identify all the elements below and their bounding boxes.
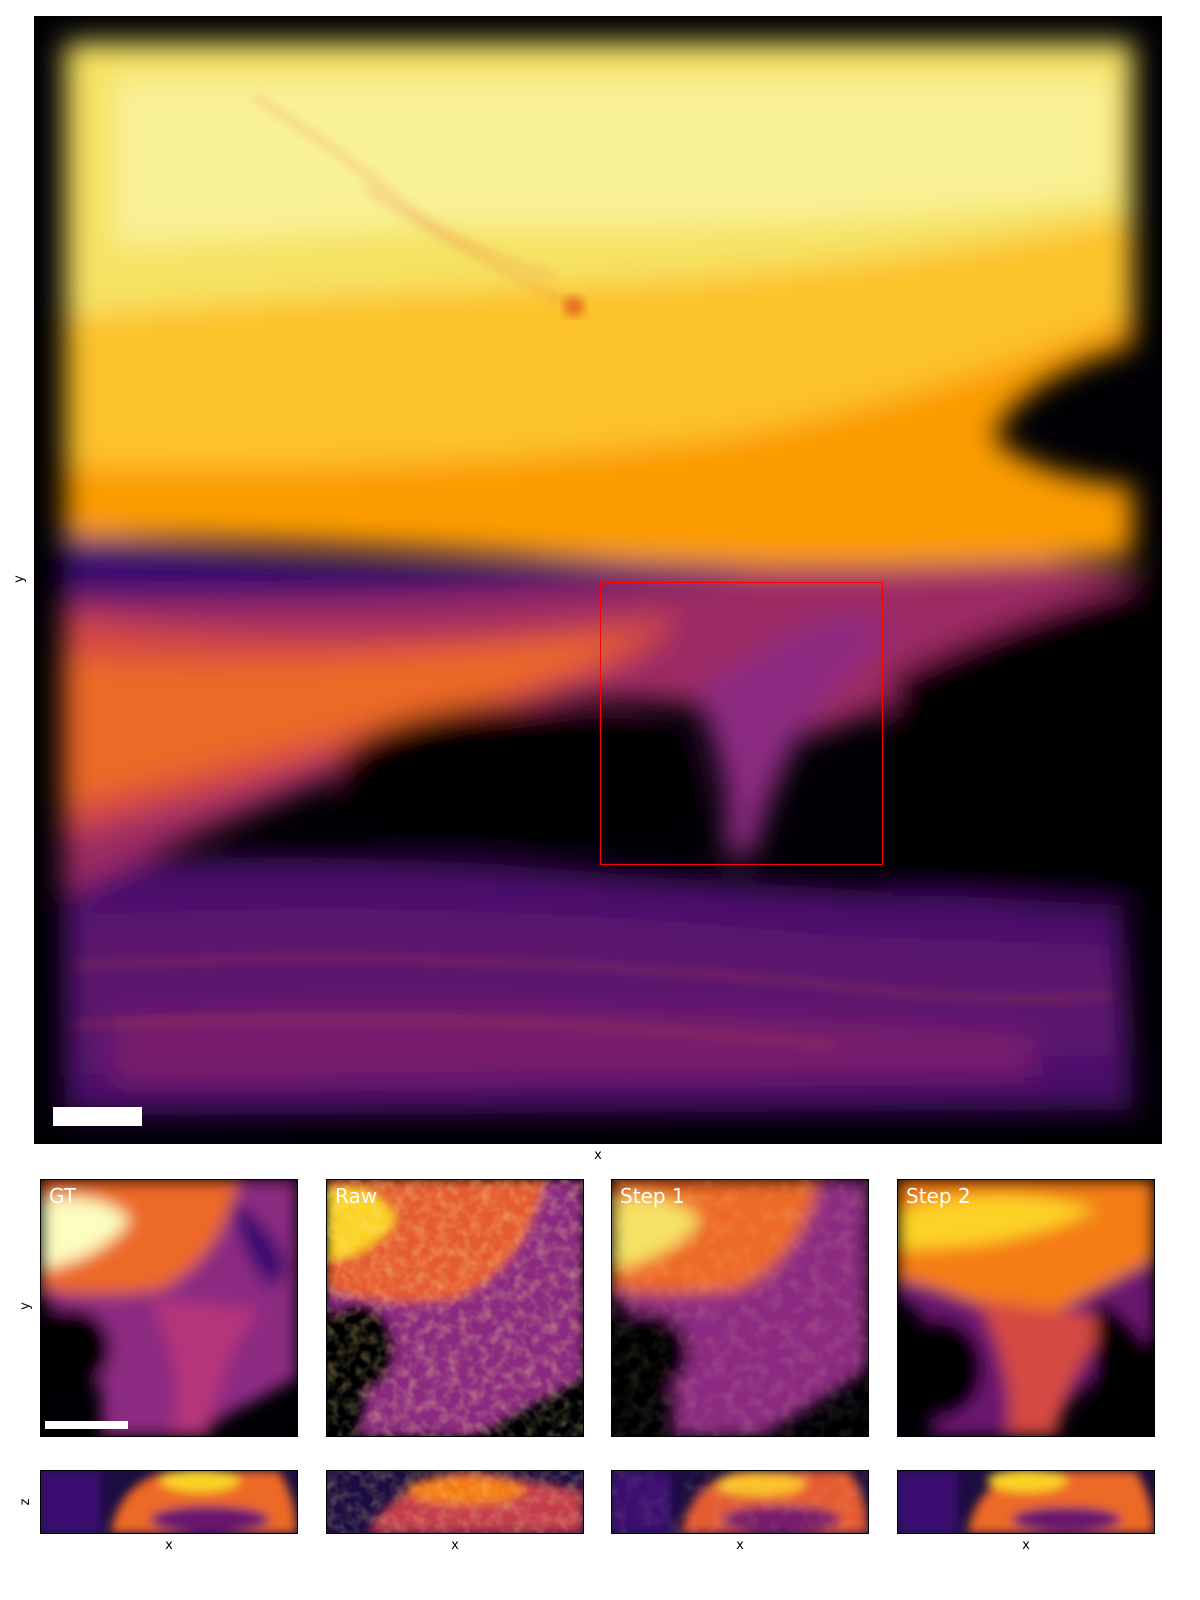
crop-panel-raw: Raw — [326, 1179, 584, 1437]
crop-scale-bar — [45, 1421, 128, 1429]
main-scale-bar — [53, 1107, 142, 1126]
main-image — [34, 16, 1162, 1144]
crop-step2-render — [898, 1180, 1154, 1436]
crop-title-step2: Step 2 — [906, 1184, 971, 1208]
roi-rectangle — [600, 582, 883, 865]
z-gt-x-label: x — [161, 1539, 177, 1553]
main-image-render — [35, 17, 1161, 1143]
z-step2-render — [898, 1471, 1154, 1533]
z-gt-render — [41, 1471, 297, 1533]
z-step1-render — [612, 1471, 868, 1533]
z-step1-x-label: x — [732, 1539, 748, 1553]
main-y-label: y — [13, 571, 27, 587]
z-raw-x-label: x — [447, 1539, 463, 1553]
crops-z-label: z — [19, 1494, 33, 1510]
crop-panel-step2: Step 2 — [897, 1179, 1155, 1437]
crop-raw-render — [327, 1180, 583, 1436]
crop-title-raw: Raw — [335, 1184, 377, 1208]
crops-y-label: y — [19, 1298, 33, 1314]
crop-title-gt: GT — [49, 1184, 76, 1208]
z-panel-step2 — [897, 1470, 1155, 1534]
crop-panel-step1: Step 1 — [611, 1179, 869, 1437]
z-panel-raw — [326, 1470, 584, 1534]
crop-gt-render — [41, 1180, 297, 1436]
z-panel-gt — [40, 1470, 298, 1534]
crop-panel-gt: GT — [40, 1179, 298, 1437]
z-raw-render — [327, 1471, 583, 1533]
z-panel-step1 — [611, 1470, 869, 1534]
z-step2-x-label: x — [1018, 1539, 1034, 1553]
crop-step1-render — [612, 1180, 868, 1436]
main-x-label: x — [590, 1149, 606, 1163]
crop-title-step1: Step 1 — [620, 1184, 685, 1208]
